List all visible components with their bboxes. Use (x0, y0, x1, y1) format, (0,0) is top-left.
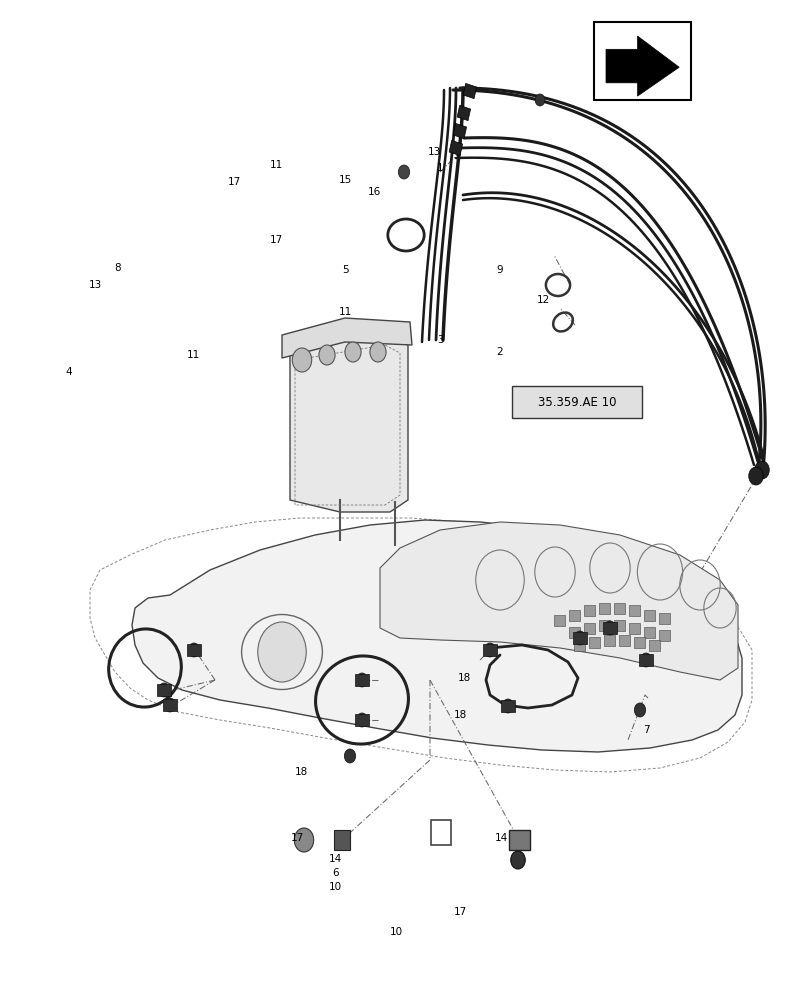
Circle shape (511, 851, 525, 869)
Bar (449, 140, 463, 156)
Bar (600, 620, 610, 631)
Circle shape (164, 698, 175, 712)
Bar (629, 623, 640, 634)
Bar (162, 699, 177, 711)
Bar (603, 622, 617, 634)
Text: 7: 7 (643, 725, 650, 735)
Circle shape (294, 828, 314, 852)
Bar (334, 830, 350, 850)
Bar (570, 610, 580, 621)
Text: 6: 6 (332, 868, 339, 878)
Text: 15: 15 (339, 175, 352, 185)
Text: 18: 18 (458, 673, 471, 683)
Text: 11: 11 (339, 307, 352, 317)
Circle shape (258, 622, 306, 682)
Bar (573, 632, 587, 644)
Bar (650, 640, 660, 651)
Bar (431, 820, 451, 845)
Bar (463, 83, 477, 99)
Bar (620, 635, 630, 646)
Circle shape (535, 94, 545, 106)
Circle shape (484, 643, 495, 657)
Bar (659, 613, 670, 624)
Bar (614, 620, 625, 631)
Bar (604, 635, 615, 646)
Text: 1: 1 (437, 163, 444, 173)
Text: 17: 17 (291, 833, 304, 843)
Circle shape (398, 165, 410, 179)
Bar (187, 644, 201, 656)
Text: 17: 17 (454, 907, 467, 917)
Bar (594, 22, 691, 100)
Text: 17: 17 (228, 177, 241, 187)
Text: 11: 11 (187, 350, 200, 360)
Polygon shape (380, 522, 738, 680)
Circle shape (344, 749, 356, 763)
Circle shape (755, 461, 769, 479)
Bar (554, 615, 565, 626)
Bar (570, 627, 580, 638)
Text: 18: 18 (295, 767, 308, 777)
Circle shape (641, 653, 652, 667)
Bar (574, 640, 585, 651)
Polygon shape (282, 318, 412, 358)
Circle shape (370, 342, 386, 362)
Circle shape (356, 673, 368, 687)
Text: 8: 8 (114, 263, 120, 273)
FancyBboxPatch shape (512, 386, 642, 418)
Circle shape (604, 621, 616, 635)
Circle shape (749, 467, 764, 485)
Bar (509, 830, 529, 850)
Bar (482, 644, 497, 656)
Bar (584, 623, 595, 634)
Text: 16: 16 (368, 187, 381, 197)
Bar (355, 714, 369, 726)
Bar (634, 637, 645, 648)
Polygon shape (132, 520, 742, 752)
Text: 11: 11 (270, 160, 283, 170)
Text: 13: 13 (428, 147, 441, 157)
Bar (614, 603, 625, 614)
Circle shape (634, 703, 646, 717)
Text: 9: 9 (496, 265, 503, 275)
Bar (584, 605, 595, 616)
Bar (644, 627, 654, 638)
Text: 10: 10 (389, 927, 402, 937)
Circle shape (356, 713, 368, 727)
Text: 5: 5 (343, 265, 349, 275)
Text: 18: 18 (454, 710, 467, 720)
Text: 12: 12 (537, 295, 549, 305)
Circle shape (158, 683, 170, 697)
Bar (600, 603, 610, 614)
Circle shape (345, 342, 361, 362)
Bar (639, 654, 654, 666)
Polygon shape (606, 36, 680, 96)
Text: 2: 2 (496, 347, 503, 357)
Circle shape (574, 631, 586, 645)
Bar (644, 610, 654, 621)
Bar (501, 700, 516, 712)
Text: 35.359.AE 10: 35.359.AE 10 (538, 395, 617, 408)
Bar (453, 123, 466, 139)
Text: 10: 10 (329, 882, 342, 892)
Bar (157, 684, 171, 696)
Circle shape (319, 345, 335, 365)
Bar (589, 637, 600, 648)
Bar (457, 105, 470, 121)
Text: 17: 17 (270, 235, 283, 245)
Polygon shape (290, 338, 408, 512)
Text: 14: 14 (494, 833, 507, 843)
Bar (629, 605, 640, 616)
Text: 13: 13 (89, 280, 102, 290)
Circle shape (503, 699, 514, 713)
Circle shape (292, 348, 312, 372)
Text: 3: 3 (437, 335, 444, 345)
Text: 14: 14 (329, 854, 342, 864)
Text: 4: 4 (65, 367, 72, 377)
Circle shape (188, 643, 200, 657)
Bar (659, 630, 670, 641)
Bar (355, 674, 369, 686)
